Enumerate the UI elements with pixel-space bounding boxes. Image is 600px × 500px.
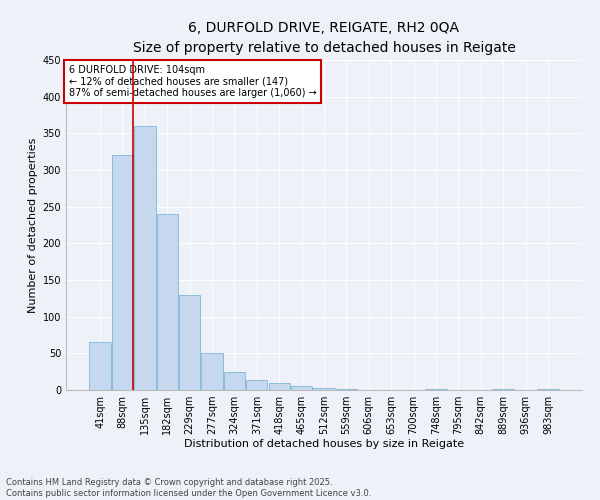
Bar [291,386,312,390]
Bar [313,388,335,390]
Bar [246,380,268,390]
Text: 6 DURFOLD DRIVE: 104sqm
← 12% of detached houses are smaller (147)
87% of semi-d: 6 DURFOLD DRIVE: 104sqm ← 12% of detache… [68,65,316,98]
Title: 6, DURFOLD DRIVE, REIGATE, RH2 0QA
Size of property relative to detached houses : 6, DURFOLD DRIVE, REIGATE, RH2 0QA Size … [133,21,515,54]
Bar [134,126,155,390]
Bar [269,384,290,390]
X-axis label: Distribution of detached houses by size in Reigate: Distribution of detached houses by size … [184,438,464,448]
Bar [224,372,245,390]
Bar [157,214,178,390]
Bar [179,294,200,390]
Bar [112,156,133,390]
Text: Contains HM Land Registry data © Crown copyright and database right 2025.
Contai: Contains HM Land Registry data © Crown c… [6,478,371,498]
Y-axis label: Number of detached properties: Number of detached properties [28,138,38,312]
Bar [89,342,111,390]
Bar [202,354,223,390]
